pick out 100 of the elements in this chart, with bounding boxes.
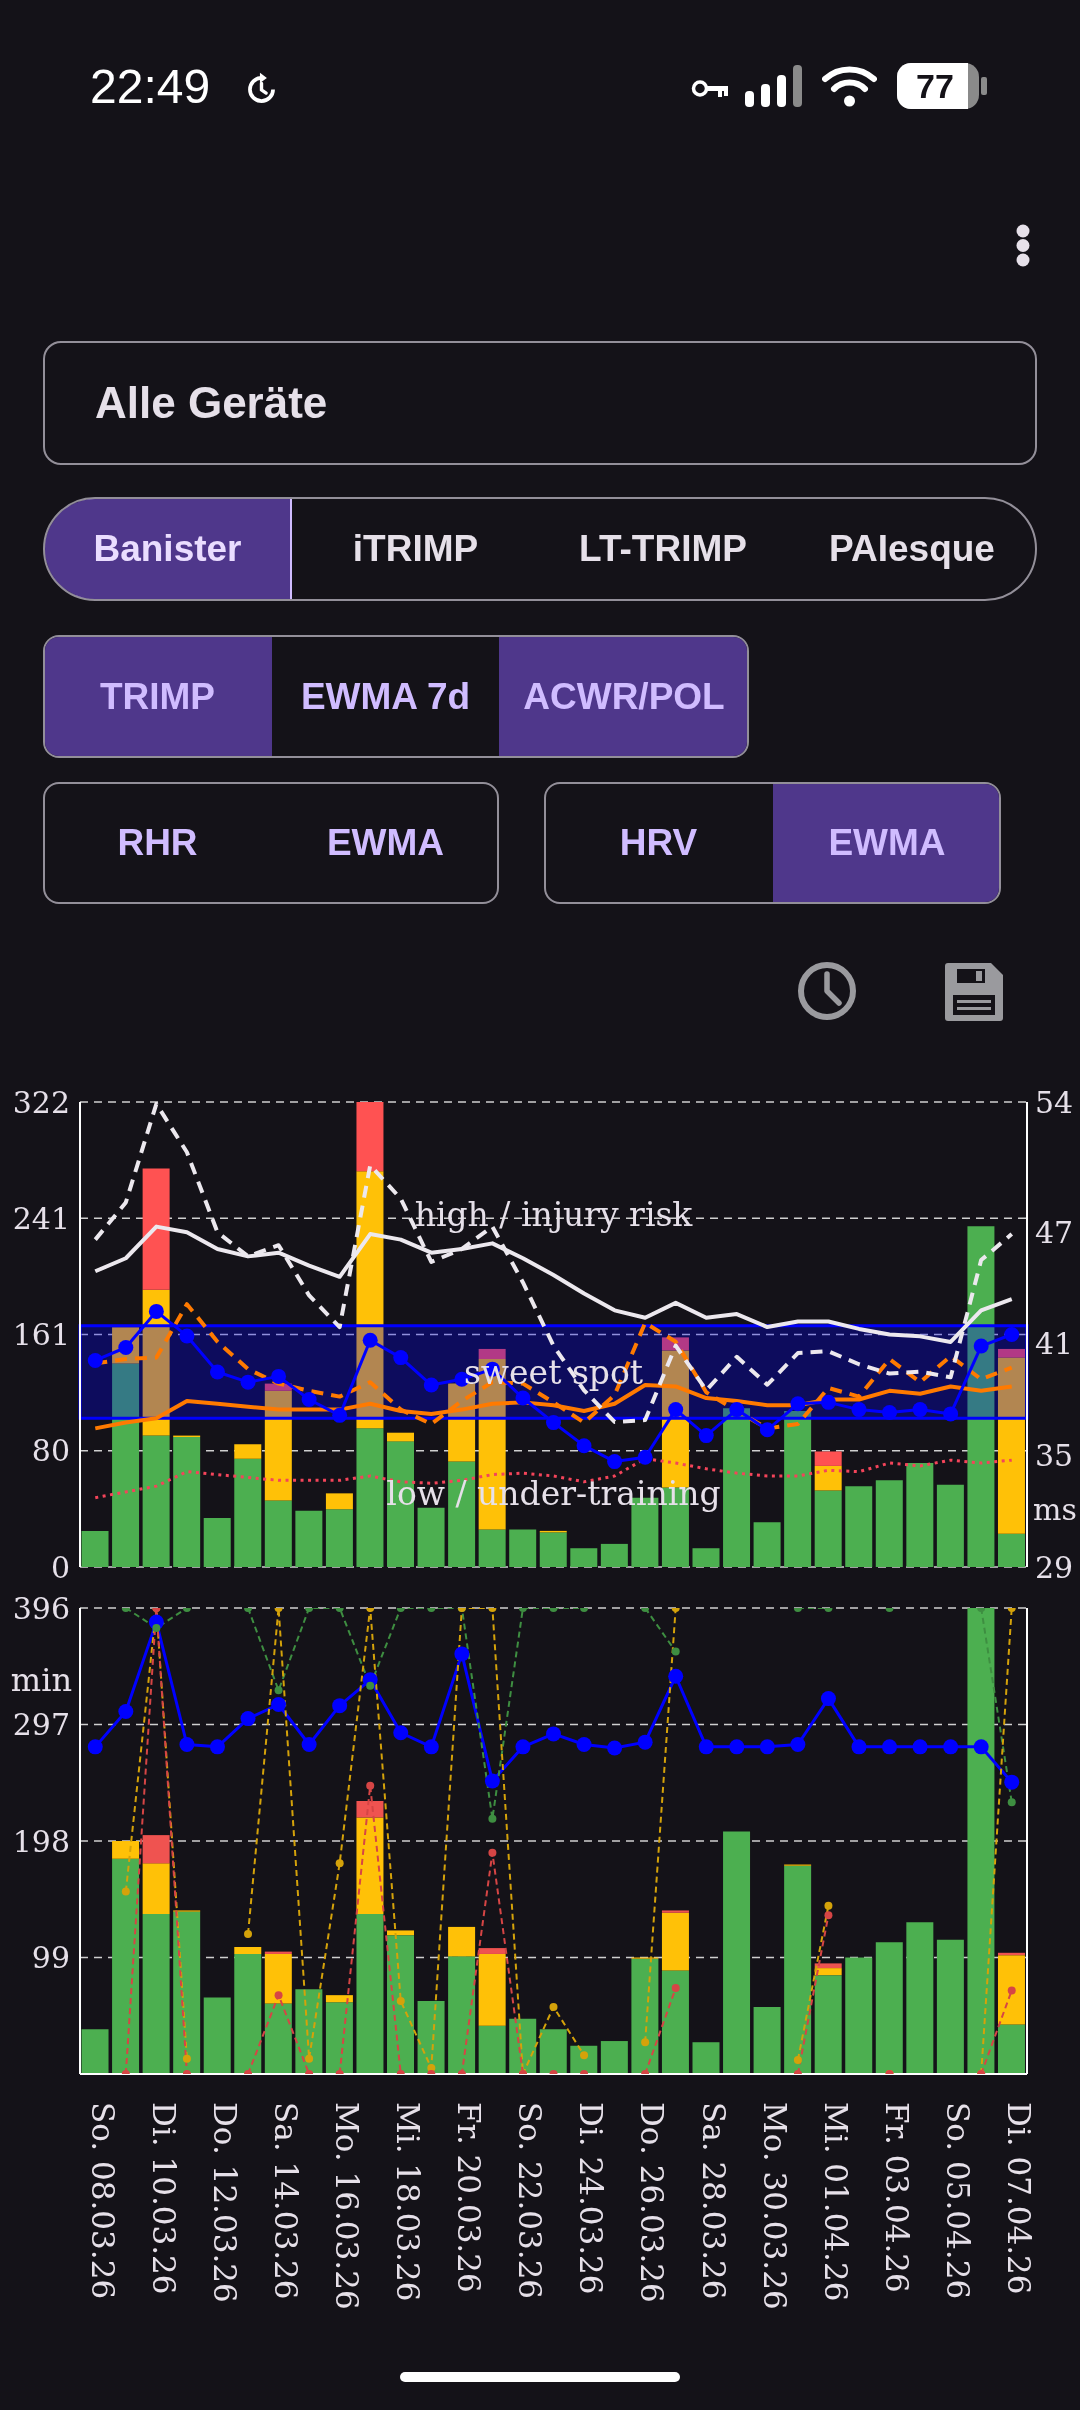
bar xyxy=(112,1363,140,1567)
point xyxy=(820,1394,836,1410)
point xyxy=(1007,1986,1016,1995)
bar xyxy=(81,2029,109,2074)
toggle-button: Banister xyxy=(45,499,292,599)
bar xyxy=(203,1997,231,2074)
point xyxy=(668,1402,684,1418)
bar xyxy=(784,1865,812,2074)
text-field: Alle Geräte xyxy=(43,341,1037,465)
point xyxy=(790,1396,806,1412)
point xyxy=(366,1781,375,1790)
point xyxy=(488,1848,497,1857)
y2-tick-label: 29 xyxy=(1035,1549,1074,1585)
y-tick-label: 241 xyxy=(12,1200,70,1236)
point xyxy=(271,1368,287,1384)
bar xyxy=(325,2002,353,2074)
point xyxy=(851,1739,867,1755)
x-tick-label: Do. 26.03.26 xyxy=(634,2102,671,2303)
x-tick-label: So. 05.04.26 xyxy=(939,2102,976,2300)
bar xyxy=(723,1408,751,1567)
bar xyxy=(81,1530,109,1567)
x-tick-label: Mi. 18.03.26 xyxy=(390,2102,427,2302)
point xyxy=(671,1647,680,1656)
bar xyxy=(142,1435,170,1567)
point xyxy=(301,1391,317,1407)
bar xyxy=(356,1913,384,2074)
bar xyxy=(264,2003,292,2074)
bar xyxy=(478,1948,506,1954)
point xyxy=(87,1352,103,1368)
bar xyxy=(112,1858,140,2074)
point xyxy=(671,1984,680,1993)
point xyxy=(729,1402,745,1418)
bar xyxy=(906,1463,934,1567)
point xyxy=(759,1739,775,1755)
point xyxy=(240,1374,256,1390)
point xyxy=(546,1415,561,1431)
point xyxy=(943,1406,959,1422)
bar xyxy=(417,2001,445,2074)
bar xyxy=(387,1935,415,2074)
bar xyxy=(325,1493,353,1510)
bar xyxy=(295,1510,323,1567)
point xyxy=(209,1739,225,1755)
bar xyxy=(234,1444,262,1459)
bar xyxy=(325,1509,353,1567)
point xyxy=(729,1739,745,1755)
bar xyxy=(264,1390,292,1501)
point xyxy=(912,1402,928,1418)
bar xyxy=(234,1458,262,1567)
bar xyxy=(814,1451,842,1466)
point xyxy=(335,1859,344,1868)
x-tick-label: Fr. 20.03.26 xyxy=(451,2102,488,2293)
bar xyxy=(967,1226,995,1567)
bar xyxy=(417,1507,445,1567)
bar xyxy=(234,1953,262,2074)
bar xyxy=(997,1533,1025,1567)
point xyxy=(332,1698,348,1714)
bar xyxy=(967,1608,995,2074)
point xyxy=(121,1887,130,1896)
y-axis-title: min xyxy=(10,1661,72,1700)
bar xyxy=(570,1548,598,1567)
bar xyxy=(448,1926,476,1957)
bar xyxy=(631,1958,659,2074)
point xyxy=(1007,1798,1016,1807)
point xyxy=(152,1624,161,1633)
point xyxy=(790,1737,806,1753)
point xyxy=(240,1711,256,1727)
point xyxy=(244,1929,253,1938)
bar xyxy=(264,1953,292,2004)
point xyxy=(973,1338,989,1354)
point xyxy=(148,1303,164,1319)
bar xyxy=(448,1956,476,2074)
bar xyxy=(600,1543,628,1567)
point xyxy=(637,1734,653,1750)
point xyxy=(118,1704,134,1720)
bar xyxy=(723,1831,751,2074)
bar xyxy=(478,1953,506,2026)
bar xyxy=(142,1168,170,1290)
x-tick-label: Fr. 03.04.26 xyxy=(878,2102,915,2293)
point xyxy=(912,1739,928,1755)
point xyxy=(851,1402,867,1418)
bar xyxy=(387,1432,415,1442)
point xyxy=(484,1773,500,1789)
y-tick-label: 80 xyxy=(31,1433,70,1469)
point xyxy=(423,1739,439,1755)
bar xyxy=(264,1500,292,1567)
bar xyxy=(661,1910,689,1913)
bar xyxy=(356,1102,384,1172)
point xyxy=(362,1332,378,1348)
point xyxy=(641,2038,650,2047)
point xyxy=(179,1328,195,1344)
bar xyxy=(875,1942,903,2074)
bar xyxy=(356,1817,384,1914)
bar xyxy=(814,1963,842,1969)
point xyxy=(882,1404,898,1420)
point xyxy=(87,1739,103,1755)
bar xyxy=(692,1548,720,1567)
x-tick-label: Mi. 01.04.26 xyxy=(817,2102,854,2302)
point xyxy=(182,2054,191,2063)
point xyxy=(305,2054,314,2063)
point xyxy=(488,1814,497,1823)
